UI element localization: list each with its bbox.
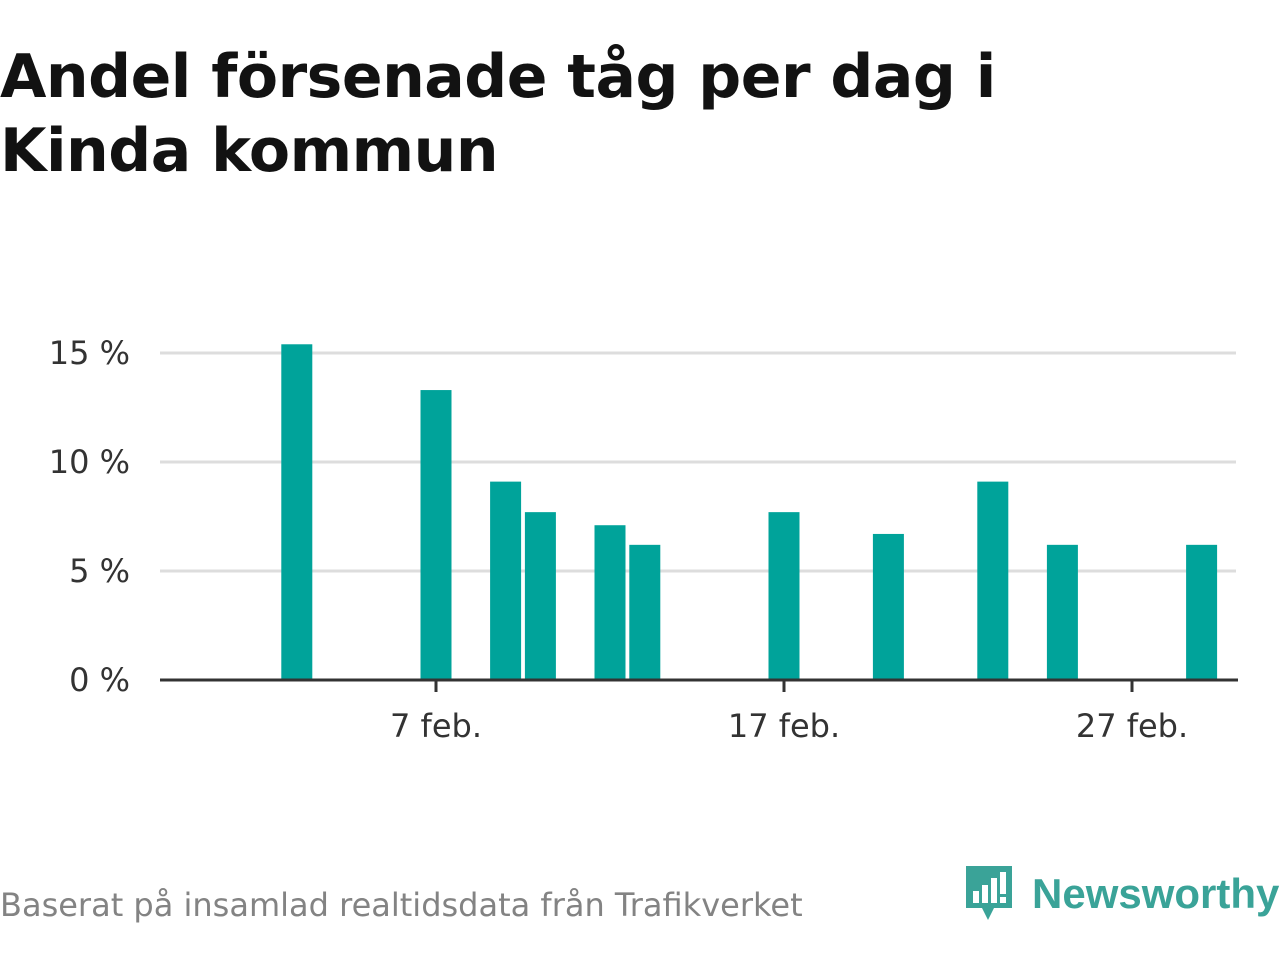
y-tick-label: 10 % — [49, 443, 130, 481]
bar — [768, 512, 800, 680]
bar — [629, 544, 661, 680]
bar — [420, 390, 452, 680]
y-tick-label: 5 % — [69, 552, 130, 590]
bar — [594, 525, 626, 680]
y-axis-labels: 0 % 5 % 10 % 15 % — [49, 334, 130, 699]
bar — [524, 512, 556, 680]
bar — [490, 481, 522, 680]
x-tick-label: 27 feb. — [1076, 707, 1188, 745]
bar — [872, 533, 904, 680]
bar — [281, 344, 313, 680]
bar — [977, 481, 1009, 680]
gridlines — [160, 351, 1236, 573]
x-axis-labels: 7 feb. 17 feb. 27 feb. — [390, 707, 1188, 745]
chart-title: Andel försenade tåg per dag i Kinda komm… — [0, 42, 996, 186]
x-tick-label: 7 feb. — [390, 707, 482, 745]
y-tick-label: 0 % — [69, 661, 130, 699]
x-tick-label: 17 feb. — [728, 707, 840, 745]
brand-name: Newsworthy — [1032, 870, 1280, 917]
y-tick-label: 15 % — [49, 334, 130, 372]
source-note: Baserat på insamlad realtidsdata från Tr… — [0, 886, 803, 924]
bar — [1186, 544, 1218, 680]
brand-logo[interactable]: Newsworthy — [964, 864, 1279, 924]
x-axis — [160, 678, 1238, 692]
bars — [281, 344, 1218, 680]
newsworthy-logo-icon — [966, 866, 1012, 920]
bar — [1046, 544, 1078, 680]
